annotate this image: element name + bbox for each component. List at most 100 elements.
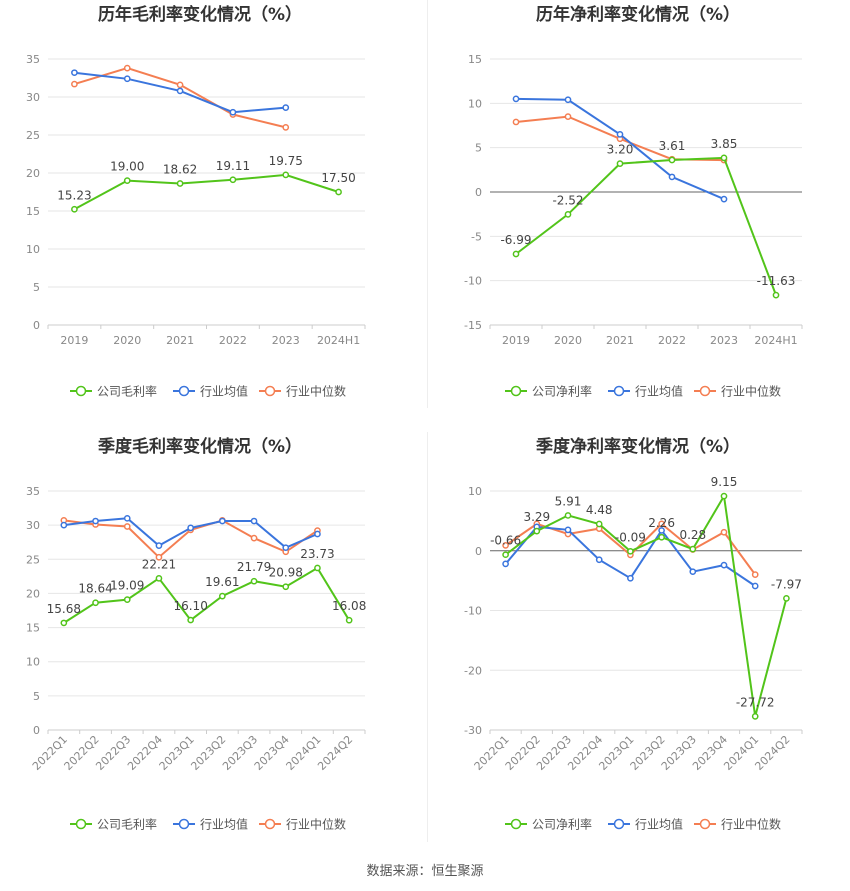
legend-marker-0	[75, 385, 87, 397]
legend-label-1: 行业均值	[635, 817, 683, 832]
legend-label-2: 行业中位数	[721, 817, 781, 832]
data-label: -27.72	[736, 695, 775, 709]
y-tick-label: -30	[464, 724, 482, 737]
data-point	[689, 545, 697, 553]
legend-label-2: 行业中位数	[286, 384, 346, 399]
y-tick-label: 5	[33, 281, 40, 294]
data-point	[502, 542, 509, 549]
y-tick-label: 15	[468, 53, 482, 66]
data-point	[250, 517, 258, 525]
data-point	[282, 171, 290, 179]
legend-marker-1	[613, 818, 625, 830]
y-tick-label: 25	[26, 553, 40, 566]
legend-label-0: 公司净利率	[532, 817, 592, 832]
y-tick-label: 5	[475, 142, 482, 155]
data-label: -2.52	[552, 193, 583, 207]
data-point	[123, 75, 131, 83]
x-tick-label: 2019	[502, 334, 530, 347]
x-tick-label: 2021	[166, 334, 194, 347]
data-point	[229, 176, 237, 184]
data-point	[155, 574, 163, 582]
data-label: 23.73	[300, 547, 334, 561]
data-label: 3.29	[523, 510, 550, 524]
x-tick-label: 2024Q2	[752, 733, 792, 773]
series-line-0	[63, 566, 350, 624]
legend-marker-2	[699, 385, 711, 397]
data-label: 16.10	[173, 599, 207, 613]
y-tick-label: 35	[26, 485, 40, 498]
data-label: 19.75	[269, 154, 303, 168]
data-point	[564, 96, 572, 104]
data-point	[187, 524, 194, 532]
data-point	[595, 520, 603, 528]
y-tick-label: 0	[475, 545, 482, 558]
data-point	[123, 523, 131, 530]
x-tick-label: 2024Q2	[315, 733, 355, 773]
data-point	[751, 713, 759, 720]
series-line-0	[504, 493, 788, 717]
legend-label-1: 行业均值	[200, 384, 248, 399]
data-point	[123, 177, 131, 184]
data-label: 15.68	[47, 602, 81, 616]
legend-marker-2	[699, 818, 711, 830]
y-tick-label: -10	[464, 605, 482, 618]
legend-marker-1	[613, 385, 625, 397]
data-point	[502, 551, 509, 559]
data-label: 19.11	[216, 159, 250, 173]
data-point	[658, 520, 665, 528]
legend-marker-2	[264, 385, 276, 397]
data-point	[282, 544, 290, 552]
y-tick-label: 15	[26, 205, 40, 218]
y-tick-label: 20	[26, 587, 40, 600]
data-point	[668, 156, 676, 164]
data-label: -11.63	[757, 274, 796, 288]
legend-label-2: 行业中位数	[286, 817, 346, 832]
y-tick-label: 10	[468, 97, 482, 110]
data-point	[772, 291, 780, 299]
y-tick-label: 15	[26, 622, 40, 635]
y-tick-label: 10	[26, 656, 40, 669]
legend-marker-2	[264, 818, 276, 830]
data-point	[250, 534, 258, 542]
data-label: 4.48	[586, 503, 613, 517]
data-label: 18.64	[78, 582, 112, 596]
y-tick-label: -20	[464, 664, 482, 677]
legend-marker-0	[75, 818, 87, 830]
y-tick-label: -10	[464, 275, 482, 288]
data-point	[282, 583, 290, 591]
data-point	[229, 108, 237, 116]
x-tick-label: 2022	[219, 334, 247, 347]
data-label: -0.09	[615, 530, 646, 544]
y-tick-label: 5	[33, 690, 40, 703]
data-label: 5.91	[555, 494, 582, 508]
data-point	[176, 81, 184, 89]
data-label: 2.26	[648, 516, 675, 530]
x-tick-label: 2022	[658, 334, 686, 347]
chart-title-3: 季度净利率变化情况（%）	[536, 436, 740, 457]
data-point	[282, 124, 290, 131]
data-label: 18.62	[163, 162, 197, 176]
data-point	[783, 595, 790, 602]
y-tick-label: -15	[464, 319, 482, 332]
x-tick-label: 2020	[113, 334, 141, 347]
vertical-divider-top	[427, 0, 428, 408]
data-point	[720, 154, 728, 162]
data-point	[176, 180, 184, 187]
data-point	[751, 571, 759, 579]
data-label: 9.15	[711, 475, 738, 489]
data-point	[668, 173, 676, 181]
data-point	[564, 113, 572, 120]
data-point	[123, 596, 131, 603]
data-point	[187, 616, 194, 624]
y-tick-label: 30	[26, 91, 40, 104]
data-point	[71, 69, 78, 77]
y-tick-label: 0	[33, 724, 40, 737]
x-tick-label: 2020	[554, 334, 582, 347]
data-point	[123, 514, 131, 522]
legend-label-0: 公司毛利率	[97, 384, 157, 399]
chart-title-1: 历年净利率变化情况（%）	[536, 4, 740, 25]
data-point	[219, 592, 226, 600]
data-label: 15.23	[57, 188, 91, 202]
x-tick-label: 2023	[710, 334, 738, 347]
